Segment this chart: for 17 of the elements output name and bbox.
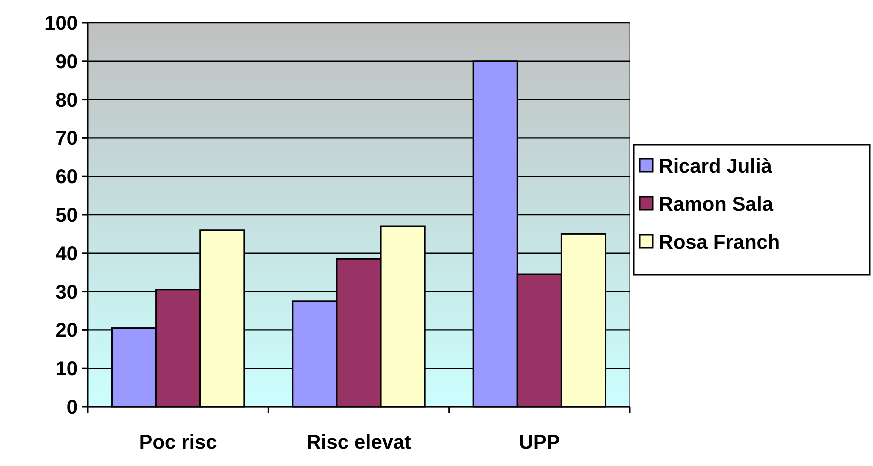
y-tick-label: 50 — [56, 205, 78, 227]
y-tick-label: 100 — [44, 13, 78, 35]
x-tick-label: UPP — [519, 432, 560, 454]
y-tick-label: 70 — [56, 128, 78, 150]
legend-label: Rosa Franch — [659, 232, 780, 254]
y-tick-label: 10 — [56, 358, 78, 381]
y-tick-label: 60 — [56, 166, 78, 189]
y-tick-label: 40 — [56, 243, 78, 266]
y-tick-label: 20 — [56, 320, 78, 342]
x-tick-label: Poc risc — [139, 432, 218, 454]
legend-label: Ricard Julià — [659, 156, 774, 178]
y-tick-label: 0 — [66, 397, 78, 419]
x-tick-label: Risc elevat — [306, 432, 412, 454]
y-tick-label: 90 — [56, 51, 78, 74]
y-tick-label: 30 — [56, 282, 78, 304]
y-tick-label: 80 — [56, 90, 78, 112]
legend-label: Ramon Sala — [659, 194, 774, 216]
